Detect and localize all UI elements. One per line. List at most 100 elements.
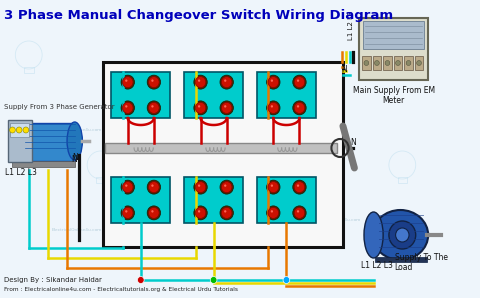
Circle shape	[266, 101, 280, 115]
Bar	[96, 177, 106, 183]
Bar	[375, 257, 427, 262]
Circle shape	[147, 206, 161, 220]
Circle shape	[210, 277, 217, 283]
Text: L1 L2 L3: L1 L2 L3	[348, 10, 354, 40]
Bar	[404, 56, 413, 70]
Circle shape	[293, 206, 306, 220]
Circle shape	[151, 210, 154, 212]
Circle shape	[125, 80, 128, 82]
Circle shape	[268, 103, 278, 113]
Circle shape	[194, 101, 207, 115]
Circle shape	[268, 207, 278, 218]
Circle shape	[268, 181, 278, 193]
Circle shape	[195, 103, 206, 113]
Circle shape	[122, 103, 133, 113]
Text: ElectricalOnline4u.com: ElectricalOnline4u.com	[167, 218, 216, 222]
Text: ElectricalOnline4u.com: ElectricalOnline4u.com	[51, 128, 102, 132]
Bar	[184, 72, 243, 118]
Ellipse shape	[389, 221, 416, 249]
Circle shape	[271, 210, 273, 212]
Bar	[362, 56, 371, 70]
Circle shape	[121, 180, 134, 194]
Ellipse shape	[372, 210, 428, 260]
Circle shape	[147, 180, 161, 194]
Circle shape	[266, 206, 280, 220]
Text: ElectricalOnline4u.com: ElectricalOnline4u.com	[310, 218, 360, 222]
Circle shape	[198, 105, 200, 108]
Circle shape	[271, 184, 273, 187]
Circle shape	[194, 180, 207, 194]
Text: N: N	[71, 155, 77, 164]
Circle shape	[271, 80, 273, 82]
Bar	[8, 120, 32, 162]
Ellipse shape	[364, 212, 383, 258]
Circle shape	[221, 181, 232, 193]
Circle shape	[147, 75, 161, 89]
Circle shape	[293, 75, 306, 89]
Circle shape	[125, 105, 128, 108]
Bar	[359, 18, 428, 80]
Circle shape	[385, 60, 390, 66]
Circle shape	[125, 184, 128, 187]
Circle shape	[294, 181, 305, 193]
Bar	[257, 177, 316, 223]
Circle shape	[194, 75, 207, 89]
Bar	[106, 143, 337, 153]
Circle shape	[198, 210, 200, 212]
Circle shape	[198, 80, 200, 82]
Circle shape	[137, 277, 144, 283]
Circle shape	[122, 207, 133, 218]
Circle shape	[221, 103, 232, 113]
Circle shape	[220, 206, 233, 220]
Bar	[397, 67, 407, 73]
Circle shape	[294, 103, 305, 113]
Bar	[394, 56, 402, 70]
Circle shape	[294, 77, 305, 88]
Bar	[415, 56, 423, 70]
Circle shape	[268, 77, 278, 88]
Text: L1 L2 L3: L1 L2 L3	[5, 168, 37, 177]
Bar	[10, 123, 29, 137]
Circle shape	[122, 77, 133, 88]
Circle shape	[149, 207, 159, 218]
Bar	[104, 62, 343, 247]
Circle shape	[125, 210, 128, 212]
Ellipse shape	[396, 228, 409, 242]
Circle shape	[151, 184, 154, 187]
Circle shape	[224, 80, 227, 82]
Circle shape	[121, 101, 134, 115]
Circle shape	[220, 101, 233, 115]
Text: Supply To The
Load: Supply To The Load	[395, 253, 448, 272]
Circle shape	[195, 181, 206, 193]
Bar	[184, 177, 243, 223]
Circle shape	[374, 60, 379, 66]
Circle shape	[297, 80, 299, 82]
Text: Design By : Sikandar Haidar: Design By : Sikandar Haidar	[4, 277, 102, 283]
Circle shape	[147, 101, 161, 115]
Circle shape	[417, 60, 421, 66]
Circle shape	[195, 77, 206, 88]
Circle shape	[396, 60, 400, 66]
Circle shape	[16, 127, 22, 133]
Text: ElectricalOnline4u.com: ElectricalOnline4u.com	[167, 83, 216, 87]
Circle shape	[294, 207, 305, 218]
Circle shape	[198, 184, 200, 187]
Circle shape	[23, 127, 29, 133]
Circle shape	[10, 127, 15, 133]
Circle shape	[283, 277, 290, 283]
Bar	[25, 123, 75, 161]
Circle shape	[293, 180, 306, 194]
Bar	[363, 21, 424, 49]
Bar	[111, 177, 170, 223]
Bar	[312, 167, 321, 173]
Circle shape	[220, 180, 233, 194]
Circle shape	[221, 207, 232, 218]
Text: N: N	[341, 65, 347, 74]
Circle shape	[121, 75, 134, 89]
Circle shape	[364, 60, 369, 66]
Circle shape	[224, 184, 227, 187]
Text: N: N	[350, 138, 356, 147]
Text: Main Supply From EM
Meter: Main Supply From EM Meter	[353, 86, 435, 105]
Bar	[24, 67, 34, 73]
Text: 3 Phase Manual Changeover Switch Wiring Diagram: 3 Phase Manual Changeover Switch Wiring …	[4, 9, 393, 22]
